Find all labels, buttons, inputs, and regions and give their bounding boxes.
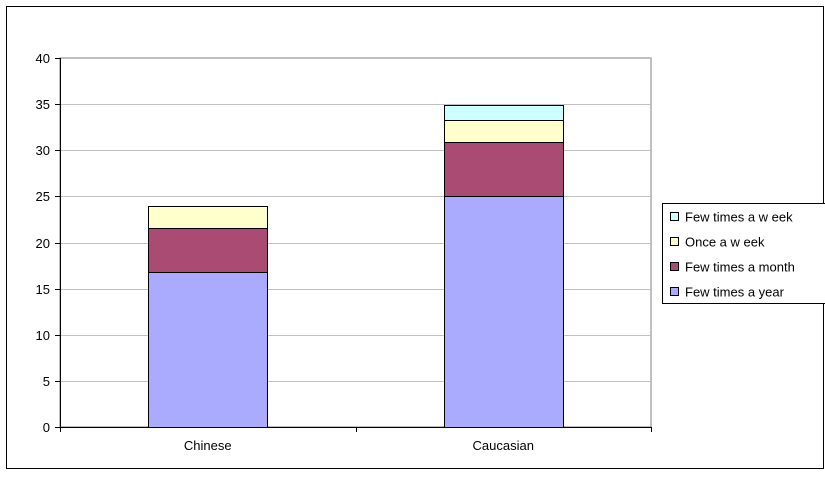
y-tick-label-25: 25 [36, 189, 50, 204]
y-tick-label-20: 20 [36, 236, 50, 251]
bar-caucasian-series-0 [445, 197, 564, 428]
chart-frame: 0 5 10 15 20 25 30 35 40 Chinese Caucasian Few time… [6, 6, 824, 469]
y-tick-label-5: 5 [43, 374, 50, 389]
y-tick-label-35: 35 [36, 97, 50, 112]
chart-svg: 0 5 10 15 20 25 30 35 40 Chinese Caucasian Few time… [7, 7, 825, 477]
legend-swatch-0 [671, 213, 679, 221]
legend-swatch-2 [671, 263, 679, 271]
legend-swatch-3 [671, 288, 679, 296]
legend-label-2: Few times a month [685, 260, 795, 275]
legend-label-0: Few times a w eek [685, 210, 793, 225]
bar-chinese-series-1 [149, 229, 268, 273]
bar-caucasian-series-3 [445, 106, 564, 121]
legend-label-3: Few times a year [685, 285, 785, 300]
y-tick-label-0: 0 [43, 420, 50, 435]
bar-caucasian-series-2 [445, 121, 564, 143]
legend-label-1: Once a w eek [685, 235, 765, 250]
x-tick-label-0: Chinese [184, 438, 232, 453]
y-tick-label-15: 15 [36, 282, 50, 297]
bar-chinese-series-0 [149, 273, 268, 428]
y-tick-label-30: 30 [36, 143, 50, 158]
legend-swatch-1 [671, 238, 679, 246]
bar-chinese-series-2 [149, 207, 268, 229]
x-tick-label-1: Caucasian [473, 438, 534, 453]
y-tick-label-10: 10 [36, 328, 50, 343]
y-tick-label-40: 40 [36, 51, 50, 66]
bar-caucasian-series-1 [445, 143, 564, 197]
